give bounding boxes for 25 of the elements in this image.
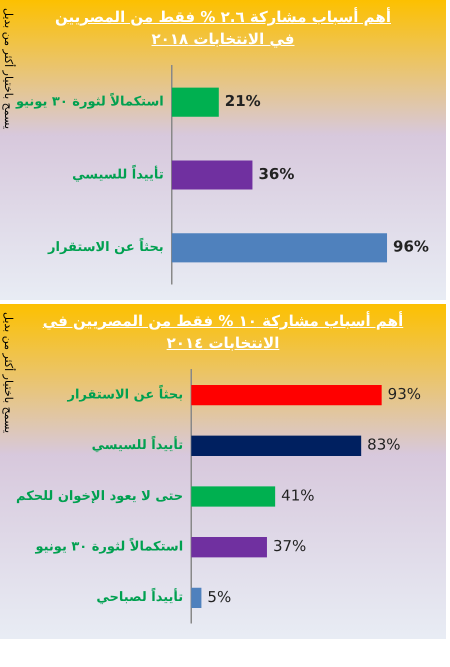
chart-title: أهم أسباب مشاركة ١٠ % فقط من المصريين في الانتخابات ٢٠١٤ xyxy=(42,312,404,352)
data-label: 21% xyxy=(224,92,261,110)
y-tick-label: استكمالاً لثورة ٣٠ يونيو xyxy=(34,538,184,555)
y-tick-label: تأييداً للسيسي xyxy=(92,435,184,454)
y-tick-label: حتى لا يعود الإخوان للحكم xyxy=(16,488,184,504)
bar xyxy=(191,385,382,406)
data-label: 83% xyxy=(367,436,401,454)
text: يسمح باختيار أكثر من بديل xyxy=(2,312,15,434)
bar xyxy=(191,436,362,456)
bar xyxy=(191,537,267,558)
data-label: 5% xyxy=(207,588,232,606)
data-label: 36% xyxy=(258,164,294,183)
y-tick-label: استكمالاً لثورة ٣٠ يونيو xyxy=(14,92,164,110)
text: يسمح باختيار أكثر من بديل xyxy=(2,8,15,130)
y-tick-label: تأييداً للسيسي xyxy=(72,164,164,182)
y-tick-label: بحثاً عن الاستقرار xyxy=(66,384,184,403)
data-label: 37% xyxy=(272,537,306,556)
chart-title: أهم أسباب مشاركة ٢.٦ % فقط من المصريين في الانتخابات ٢٠١٨ xyxy=(55,8,391,48)
data-label: 96% xyxy=(393,238,429,256)
y-tick-label: بحثاً عن الاستقرار xyxy=(47,237,164,256)
bar xyxy=(191,588,202,608)
y-tick-label: تأييداً لصباحي xyxy=(96,587,184,606)
bar xyxy=(191,486,276,507)
data-label: 41% xyxy=(281,486,314,504)
data-label: 93% xyxy=(388,385,422,404)
